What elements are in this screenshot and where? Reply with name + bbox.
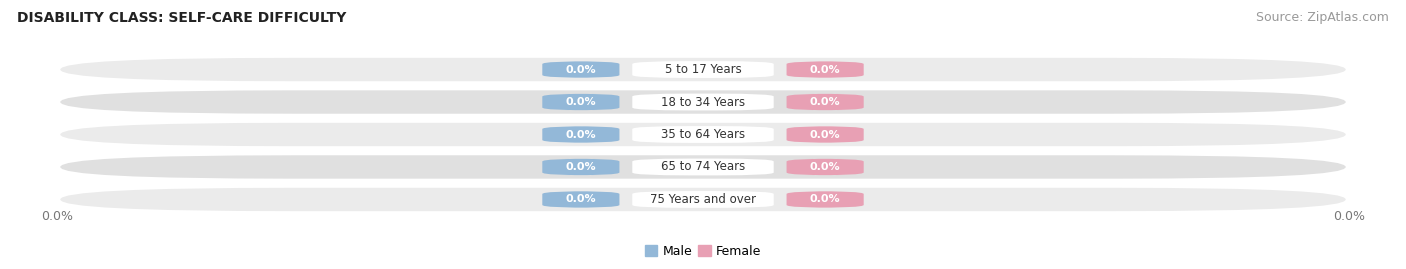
Text: Source: ZipAtlas.com: Source: ZipAtlas.com (1256, 11, 1389, 24)
FancyBboxPatch shape (543, 158, 620, 175)
Text: 75 Years and over: 75 Years and over (650, 193, 756, 206)
FancyBboxPatch shape (633, 61, 773, 78)
Text: 65 to 74 Years: 65 to 74 Years (661, 161, 745, 174)
Text: 0.0%: 0.0% (1333, 210, 1365, 223)
FancyBboxPatch shape (786, 94, 863, 111)
Text: 35 to 64 Years: 35 to 64 Years (661, 128, 745, 141)
Text: 0.0%: 0.0% (810, 97, 841, 107)
Text: 0.0%: 0.0% (565, 129, 596, 140)
FancyBboxPatch shape (633, 94, 773, 111)
FancyBboxPatch shape (60, 155, 1346, 179)
FancyBboxPatch shape (786, 158, 863, 175)
FancyBboxPatch shape (786, 61, 863, 78)
FancyBboxPatch shape (633, 158, 773, 175)
Text: 0.0%: 0.0% (41, 210, 73, 223)
FancyBboxPatch shape (60, 90, 1346, 114)
Text: 0.0%: 0.0% (810, 162, 841, 172)
Text: 0.0%: 0.0% (565, 97, 596, 107)
Text: 5 to 17 Years: 5 to 17 Years (665, 63, 741, 76)
Text: 0.0%: 0.0% (565, 162, 596, 172)
Text: 0.0%: 0.0% (565, 65, 596, 75)
FancyBboxPatch shape (543, 126, 620, 143)
Text: 0.0%: 0.0% (810, 65, 841, 75)
FancyBboxPatch shape (786, 191, 863, 208)
FancyBboxPatch shape (786, 126, 863, 143)
Text: 0.0%: 0.0% (810, 129, 841, 140)
Text: 18 to 34 Years: 18 to 34 Years (661, 95, 745, 108)
FancyBboxPatch shape (60, 123, 1346, 146)
FancyBboxPatch shape (633, 126, 773, 143)
FancyBboxPatch shape (60, 188, 1346, 211)
FancyBboxPatch shape (543, 61, 620, 78)
FancyBboxPatch shape (60, 58, 1346, 81)
Text: 0.0%: 0.0% (810, 194, 841, 204)
FancyBboxPatch shape (543, 191, 620, 208)
Legend: Male, Female: Male, Female (640, 239, 766, 263)
FancyBboxPatch shape (543, 94, 620, 111)
Text: 0.0%: 0.0% (565, 194, 596, 204)
Text: DISABILITY CLASS: SELF-CARE DIFFICULTY: DISABILITY CLASS: SELF-CARE DIFFICULTY (17, 11, 346, 25)
FancyBboxPatch shape (633, 191, 773, 208)
